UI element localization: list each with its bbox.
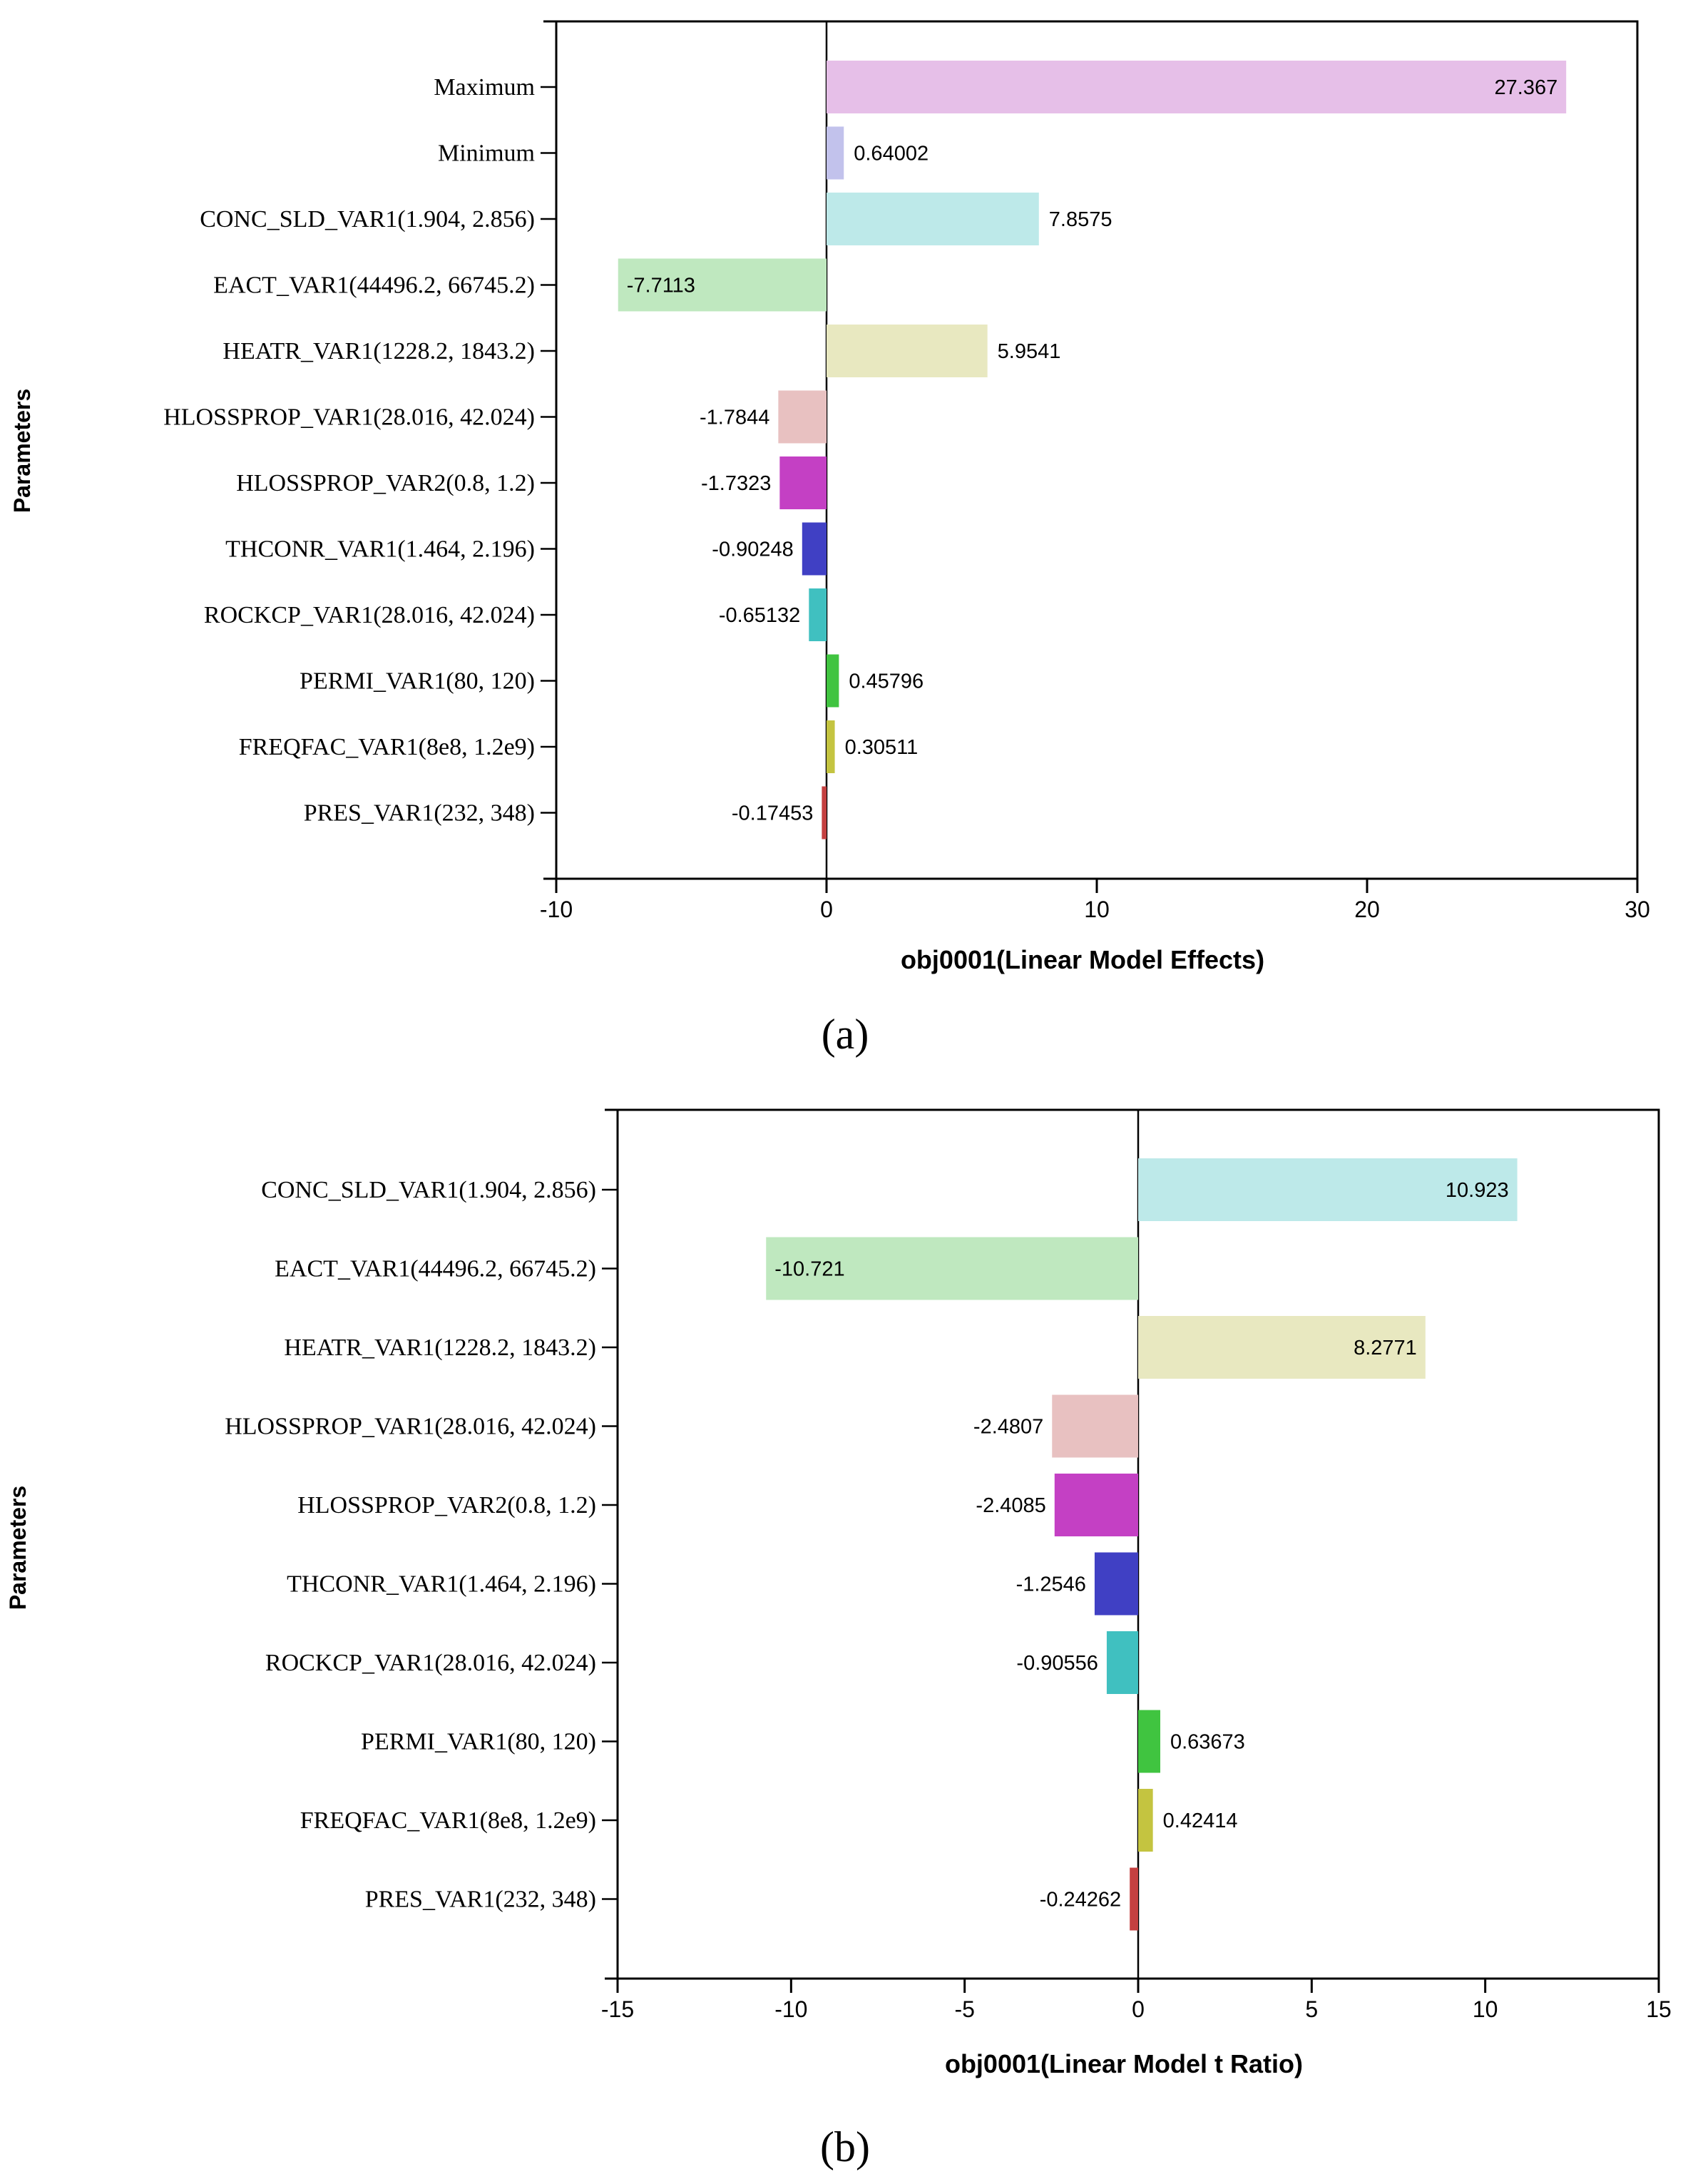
x-tick-label: 20 [1354,897,1380,922]
x-tick-label: -10 [540,897,573,922]
bar-10 [827,654,839,708]
value-label: 0.30511 [845,736,919,759]
category-label: CONC_SLD_VAR1(1.904, 2.856) [200,206,535,233]
value-label: 10.923 [1446,1179,1509,1202]
value-label: 8.2771 [1354,1337,1417,1359]
category-label: PRES_VAR1(232, 348) [365,1887,596,1913]
category-label: HEATR_VAR1(1228.2, 1843.2) [222,338,535,364]
category-label: HLOSSPROP_VAR2(0.8, 1.2) [236,470,535,496]
value-label: -1.2546 [1016,1573,1086,1596]
value-label: 0.64002 [854,143,929,165]
value-label: -1.7323 [701,472,771,495]
category-label: HEATR_VAR1(1228.2, 1843.2) [284,1335,596,1361]
value-label: -7.7113 [627,275,695,297]
category-label: THCONR_VAR1(1.464, 2.196) [225,536,535,563]
category-label: EACT_VAR1(44496.2, 66745.2) [275,1256,596,1282]
bar-9 [1138,1789,1153,1852]
bar-12 [822,786,827,840]
x-tick-label: 10 [1084,897,1110,922]
x-axis-title: obj0001(Linear Model t Ratio) [945,2049,1303,2078]
category-label: ROCKCP_VAR1(28.016, 42.024) [265,1650,596,1676]
bar-2 [827,126,844,180]
category-label: EACT_VAR1(44496.2, 66745.2) [213,272,535,299]
bar-6 [1094,1552,1138,1616]
plot-frame [555,20,1639,880]
value-label: -10.721 [774,1258,844,1281]
value-label: 0.63673 [1170,1731,1245,1754]
x-tick-label: 0 [1132,1996,1145,2022]
category-label: PERMI_VAR1(80, 120) [300,668,535,695]
category-label: THCONR_VAR1(1.464, 2.196) [287,1571,596,1598]
value-label: -0.65132 [719,604,801,627]
bar-3 [827,193,1039,245]
bar-4 [618,258,827,312]
bar-10 [1130,1867,1138,1931]
bar-3 [1138,1316,1426,1379]
bar-1 [1138,1158,1518,1221]
value-label: 5.9541 [998,340,1061,363]
x-tick-label: -5 [954,1996,974,2022]
bar-2 [766,1237,1138,1300]
category-label: FREQFAC_VAR1(8e8, 1.2e9) [239,734,535,760]
bar-6 [778,390,827,444]
category-label: PRES_VAR1(232, 348) [304,800,535,827]
category-label: CONC_SLD_VAR1(1.904, 2.856) [261,1177,596,1203]
panel-label: (b) [820,2123,870,2170]
bar-11 [827,720,835,773]
bar-5 [1054,1474,1138,1536]
value-label: 27.367 [1495,76,1558,99]
x-tick-label: -10 [774,1996,807,2022]
y-axis-title: Parameters [9,389,35,513]
value-label: -0.17453 [732,802,814,825]
bar-4 [1052,1394,1138,1458]
bar-1 [827,61,1567,113]
bar-8 [1138,1710,1160,1773]
category-label: PERMI_VAR1(80, 120) [361,1729,596,1755]
value-label: -2.4807 [973,1416,1043,1439]
x-tick-label: 15 [1646,1996,1672,2022]
panel-label: (a) [822,1011,869,1058]
value-label: -1.7844 [700,407,769,429]
bar-8 [802,522,827,576]
y-axis-title: Parameters [5,1486,31,1610]
x-tick-label: 5 [1305,1996,1318,2022]
value-label: 0.42414 [1163,1810,1238,1832]
x-tick-label: 10 [1473,1996,1498,2022]
category-label: Maximum [434,74,535,101]
x-tick-label: 0 [820,897,833,922]
x-tick-label: 30 [1625,897,1650,922]
value-label: 7.8575 [1049,208,1112,231]
value-label: -0.90556 [1016,1652,1098,1675]
bar-5 [827,325,988,377]
category-label: HLOSSPROP_VAR1(28.016, 42.024) [225,1414,596,1440]
category-label: ROCKCP_VAR1(28.016, 42.024) [204,602,535,628]
value-label: -0.90248 [712,539,794,561]
value-label: 0.45796 [849,670,924,693]
value-label: -2.4085 [976,1494,1045,1517]
value-label: -0.24262 [1040,1889,1122,1912]
category-label: FREQFAC_VAR1(8e8, 1.2e9) [300,1807,596,1834]
category-label: Minimum [438,141,535,167]
category-label: HLOSSPROP_VAR1(28.016, 42.024) [163,404,535,431]
bar-7 [779,456,827,509]
bar-7 [1106,1631,1138,1694]
x-tick-label: -15 [601,1996,634,2022]
x-axis-title: obj0001(Linear Model Effects) [901,945,1264,974]
bar-9 [809,588,827,641]
category-label: HLOSSPROP_VAR2(0.8, 1.2) [297,1492,596,1519]
